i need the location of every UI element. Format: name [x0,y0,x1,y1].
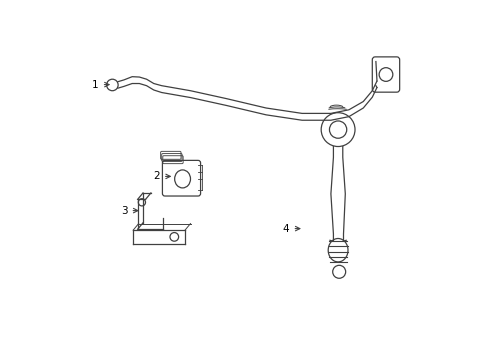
Text: 2: 2 [153,171,160,181]
Text: 1: 1 [92,80,99,90]
Text: 4: 4 [282,224,289,234]
Text: 3: 3 [121,206,127,216]
